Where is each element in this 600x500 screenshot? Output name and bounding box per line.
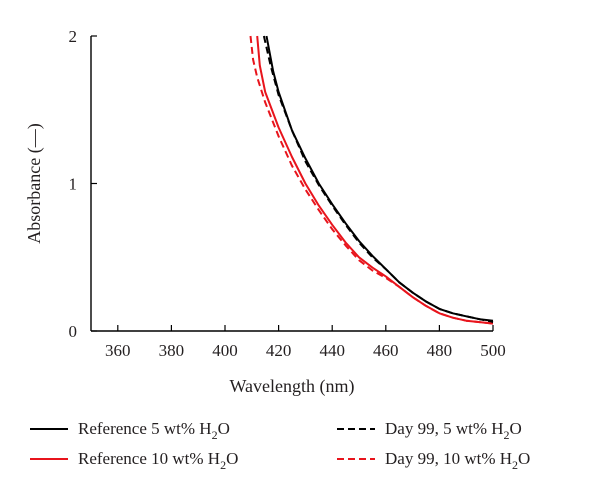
x-tick-label: 400	[212, 341, 238, 360]
legend-label: Reference 5 wt% H	[78, 419, 212, 438]
legend-label-tail: O	[226, 449, 238, 468]
legend-label-tail: O	[510, 419, 522, 438]
y-axis-label: Absorbance (—)	[24, 123, 45, 243]
y-tick-label: 2	[69, 27, 78, 46]
x-tick-label: 480	[427, 341, 453, 360]
legend-entry-4: Day 99, 10 wt% H2O	[385, 449, 530, 472]
series-line-3	[262, 35, 494, 324]
x-ticks: 360 380 400 420 440 460 480 500	[105, 325, 506, 360]
plot-area: 360 380 400 420 440 460 480 500 0 1 2	[69, 27, 506, 360]
x-tick-label: 500	[480, 341, 506, 360]
legend-subscript: 2	[220, 458, 226, 472]
x-tick-label: 360	[105, 341, 131, 360]
y-ticks: 0 1 2	[69, 27, 97, 341]
series-line-4	[249, 35, 494, 325]
y-tick-label: 0	[69, 322, 78, 341]
x-tick-label: 440	[319, 341, 345, 360]
legend-label-tail: O	[218, 419, 230, 438]
series-line-1	[265, 35, 494, 322]
legend-subscript: 2	[512, 458, 518, 472]
legend-label: Day 99, 5 wt% H	[385, 419, 504, 438]
x-tick-label: 420	[266, 341, 292, 360]
legend-entry-2: Reference 10 wt% H2O	[78, 449, 238, 472]
legend-label: Day 99, 10 wt% H	[385, 449, 512, 468]
legend-label: Reference 10 wt% H	[78, 449, 220, 468]
x-tick-label: 380	[159, 341, 185, 360]
x-tick-label: 460	[373, 341, 399, 360]
legend-entry-3: Day 99, 5 wt% H2O	[385, 419, 522, 442]
legend-entry-1: Reference 5 wt% H2O	[78, 419, 230, 442]
series-line-2	[256, 35, 494, 325]
series-lines	[249, 35, 494, 325]
legend-label-tail: O	[518, 449, 530, 468]
x-axis-label: Wavelength (nm)	[229, 376, 354, 397]
legend-subscript: 2	[212, 428, 218, 442]
y-tick-label: 1	[69, 175, 78, 194]
legend-subscript: 2	[504, 428, 510, 442]
